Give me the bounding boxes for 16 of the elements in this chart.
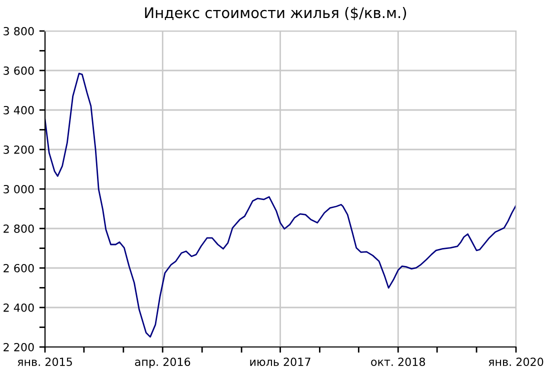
y-tick-label: 2 800 xyxy=(4,224,34,233)
x-tick-label: янв. 2020 xyxy=(488,358,544,366)
x-tick-label: апр. 2016 xyxy=(135,358,190,368)
y-tick-label: 3 800 xyxy=(4,26,34,36)
y-tick-label: 2 200 xyxy=(4,342,34,352)
y-tick-label: 3 600 xyxy=(4,66,34,75)
chart-title: Индекс стоимости жилья ($/кв.м.) xyxy=(145,6,406,20)
y-tick-label: 3 000 xyxy=(4,184,34,194)
x-tick-label: июль 2017 xyxy=(250,358,310,366)
y-tick-label: 2 400 xyxy=(4,303,34,312)
y-tick-label: 3 200 xyxy=(4,145,34,154)
y-tick-label: 3 400 xyxy=(4,106,34,114)
line-series xyxy=(45,72,516,338)
x-tick-label: янв. 2015 xyxy=(18,358,72,366)
x-tick-label: окт. 2018 xyxy=(371,358,426,366)
y-tick-label: 2 600 xyxy=(4,264,34,272)
